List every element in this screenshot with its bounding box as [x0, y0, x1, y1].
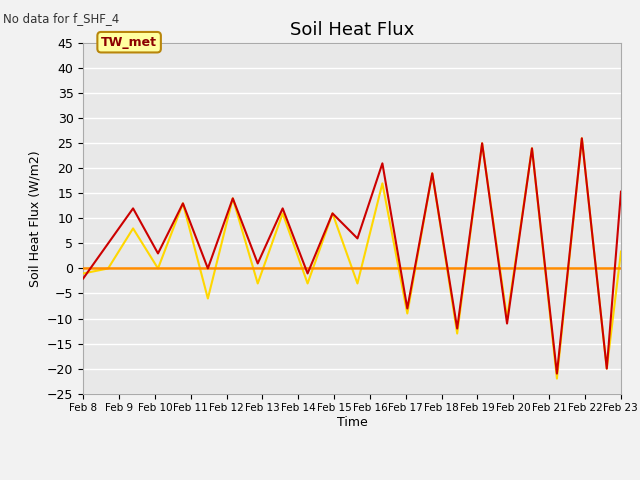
X-axis label: Time: Time	[337, 416, 367, 429]
Title: Soil Heat Flux: Soil Heat Flux	[290, 21, 414, 39]
Y-axis label: Soil Heat Flux (W/m2): Soil Heat Flux (W/m2)	[29, 150, 42, 287]
Text: TW_met: TW_met	[101, 36, 157, 48]
Legend: SHF_1, SHF_2, SHF_3: SHF_1, SHF_2, SHF_3	[186, 474, 518, 480]
Text: No data for f_SHF_4: No data for f_SHF_4	[3, 12, 120, 25]
